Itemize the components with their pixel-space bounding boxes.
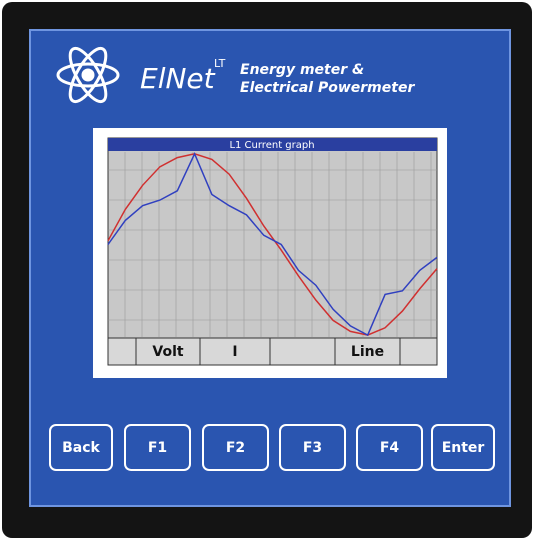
device: ElNet LT Energy meter & Electrical Power…	[0, 0, 534, 540]
button-label[interactable]: F1	[148, 440, 167, 456]
button-label[interactable]: F3	[303, 440, 322, 456]
brand: ElNet	[140, 62, 216, 95]
softkey-label: Volt	[152, 344, 183, 360]
screen-title: L1 Current graph	[229, 140, 314, 151]
tagline: Electrical Powermeter	[240, 80, 415, 96]
screen	[108, 138, 437, 365]
softkey-label: Line	[351, 344, 384, 360]
button-label[interactable]: Enter	[442, 440, 485, 456]
softkey-label: I	[232, 344, 237, 360]
model: LT	[214, 57, 226, 70]
button-label[interactable]: F4	[380, 440, 400, 456]
button-label[interactable]: Back	[62, 440, 100, 456]
tagline: Energy meter &	[240, 62, 364, 78]
button-label[interactable]: F2	[226, 440, 245, 456]
